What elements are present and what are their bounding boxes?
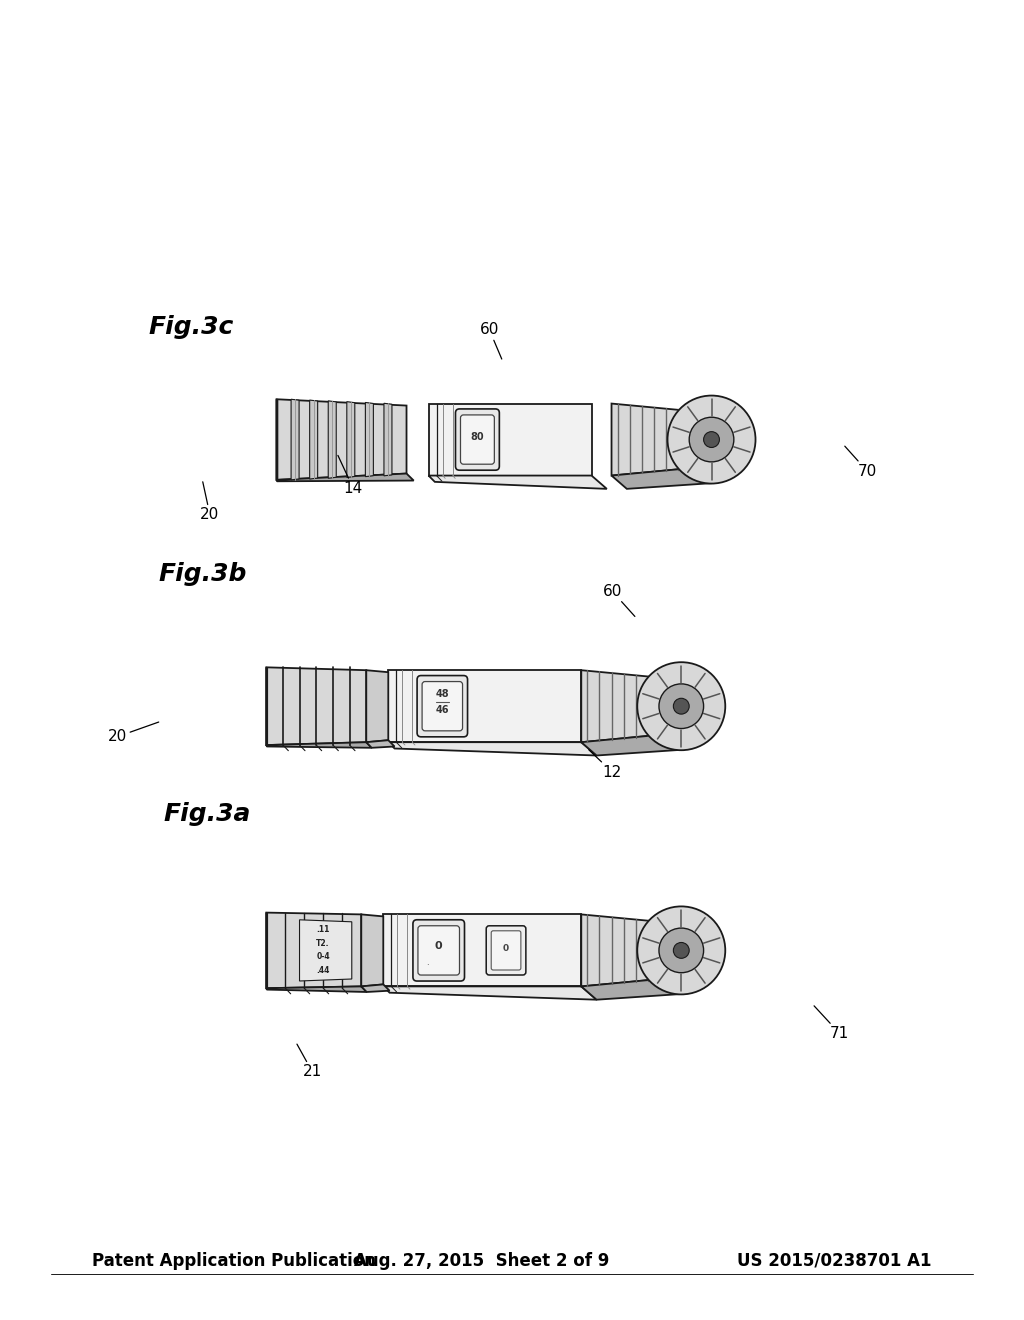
Polygon shape (384, 404, 392, 475)
Polygon shape (276, 399, 407, 480)
FancyBboxPatch shape (486, 925, 526, 975)
Polygon shape (266, 742, 372, 748)
Circle shape (659, 684, 703, 729)
Circle shape (703, 432, 720, 447)
Text: 20: 20 (201, 482, 219, 523)
Text: 21: 21 (297, 1044, 322, 1080)
Text: Fig.3c: Fig.3c (148, 315, 233, 339)
Polygon shape (428, 475, 607, 488)
Text: 80: 80 (471, 432, 484, 442)
FancyBboxPatch shape (418, 925, 460, 975)
Polygon shape (291, 399, 299, 480)
Polygon shape (388, 671, 582, 742)
Polygon shape (388, 742, 597, 755)
Polygon shape (266, 912, 361, 989)
Text: 48: 48 (435, 689, 450, 700)
Polygon shape (582, 978, 684, 999)
Circle shape (637, 907, 725, 994)
Polygon shape (366, 403, 374, 477)
Polygon shape (266, 668, 367, 744)
Circle shape (659, 928, 703, 973)
Polygon shape (347, 401, 354, 478)
Text: 0-4: 0-4 (316, 953, 330, 961)
Text: 0: 0 (503, 944, 509, 953)
Text: 70: 70 (845, 446, 877, 479)
Text: 60: 60 (603, 583, 635, 616)
Polygon shape (361, 915, 383, 986)
Text: 20: 20 (109, 722, 159, 744)
FancyBboxPatch shape (461, 414, 495, 465)
Text: Aug. 27, 2015  Sheet 2 of 9: Aug. 27, 2015 Sheet 2 of 9 (353, 1251, 609, 1270)
Circle shape (668, 396, 756, 483)
Text: 14: 14 (338, 455, 362, 496)
Text: 71: 71 (814, 1006, 849, 1041)
FancyBboxPatch shape (492, 931, 521, 970)
FancyBboxPatch shape (417, 676, 468, 737)
FancyBboxPatch shape (413, 920, 465, 981)
Circle shape (674, 942, 689, 958)
Circle shape (689, 417, 734, 462)
Polygon shape (582, 915, 667, 986)
Circle shape (637, 663, 725, 750)
Polygon shape (383, 986, 597, 999)
Text: Fig.3b: Fig.3b (159, 562, 247, 586)
Circle shape (674, 698, 689, 714)
Polygon shape (428, 404, 592, 475)
Text: Fig.3a: Fig.3a (164, 803, 251, 826)
Text: 0: 0 (435, 941, 442, 952)
Polygon shape (582, 734, 684, 755)
Text: 60: 60 (480, 322, 502, 359)
Text: .11: .11 (316, 925, 330, 935)
Polygon shape (329, 401, 336, 478)
Polygon shape (361, 985, 389, 993)
Polygon shape (300, 920, 352, 981)
Polygon shape (383, 915, 582, 986)
Polygon shape (582, 671, 667, 742)
FancyBboxPatch shape (422, 681, 463, 731)
Text: T2.: T2. (316, 939, 330, 948)
Polygon shape (611, 467, 715, 488)
Text: 46: 46 (435, 705, 450, 715)
Text: US 2015/0238701 A1: US 2015/0238701 A1 (737, 1251, 932, 1270)
Text: .44: .44 (316, 966, 330, 975)
Text: Patent Application Publication: Patent Application Publication (92, 1251, 376, 1270)
Polygon shape (611, 404, 696, 475)
Text: 12: 12 (589, 750, 622, 780)
Polygon shape (367, 741, 394, 748)
Polygon shape (367, 671, 388, 742)
FancyBboxPatch shape (456, 409, 500, 470)
Polygon shape (309, 400, 317, 479)
Polygon shape (276, 474, 414, 482)
Polygon shape (266, 986, 367, 993)
Text: .: . (427, 957, 429, 966)
